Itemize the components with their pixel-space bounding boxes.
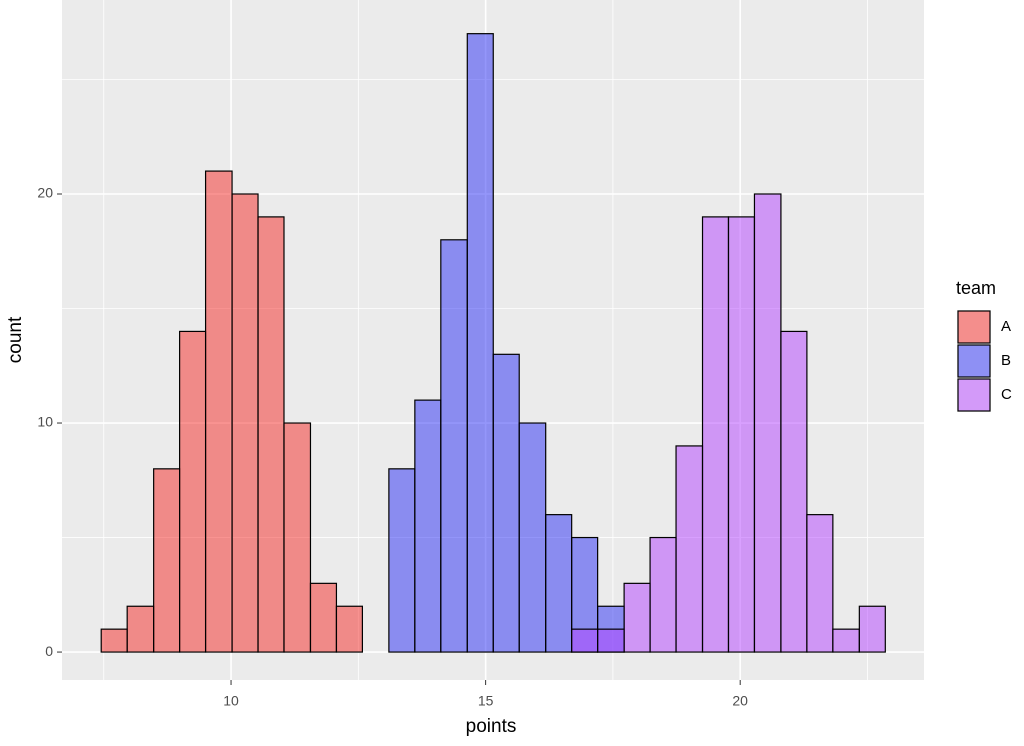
- x-axis-title: points: [466, 716, 517, 737]
- y-tick-label: 0: [45, 643, 53, 659]
- legend-title: team: [956, 278, 996, 298]
- legend-key: [957, 310, 991, 344]
- x-tick-label: 10: [223, 693, 239, 709]
- bar: [597, 628, 625, 653]
- bar: [753, 193, 782, 653]
- bar: [231, 193, 259, 653]
- bar: [179, 330, 207, 653]
- legend: ABC: [957, 310, 1012, 412]
- bar: [492, 353, 520, 653]
- bar: [806, 514, 834, 653]
- bar: [832, 628, 860, 653]
- legend-key: [957, 344, 991, 378]
- bar: [153, 468, 181, 653]
- bar: [126, 605, 155, 653]
- x-tick-label: 15: [478, 693, 494, 709]
- bar: [649, 536, 677, 653]
- bar: [675, 445, 704, 653]
- bar: [257, 216, 285, 653]
- bar: [571, 628, 599, 653]
- bar: [204, 170, 233, 653]
- bar: [727, 216, 756, 653]
- bar: [388, 468, 416, 653]
- legend-label: C: [1001, 386, 1012, 403]
- bar: [858, 605, 886, 653]
- bars: [100, 33, 886, 653]
- legend-label: A: [1001, 318, 1011, 335]
- y-axis-title: count: [5, 316, 26, 363]
- bar: [440, 239, 468, 653]
- x-tick-label: 20: [732, 693, 748, 709]
- bar: [283, 422, 312, 653]
- legend-key: [957, 378, 991, 412]
- bar: [335, 605, 364, 653]
- bar: [466, 33, 494, 653]
- bar: [701, 216, 730, 653]
- bar: [100, 628, 128, 653]
- y-tick-label: 10: [37, 414, 53, 430]
- bar: [518, 422, 547, 653]
- bar: [414, 399, 442, 653]
- bar: [309, 582, 338, 653]
- legend-label: B: [1001, 352, 1011, 369]
- y-tick-label: 20: [37, 185, 53, 201]
- bar: [545, 514, 573, 653]
- bar: [780, 330, 808, 653]
- bar: [623, 582, 651, 653]
